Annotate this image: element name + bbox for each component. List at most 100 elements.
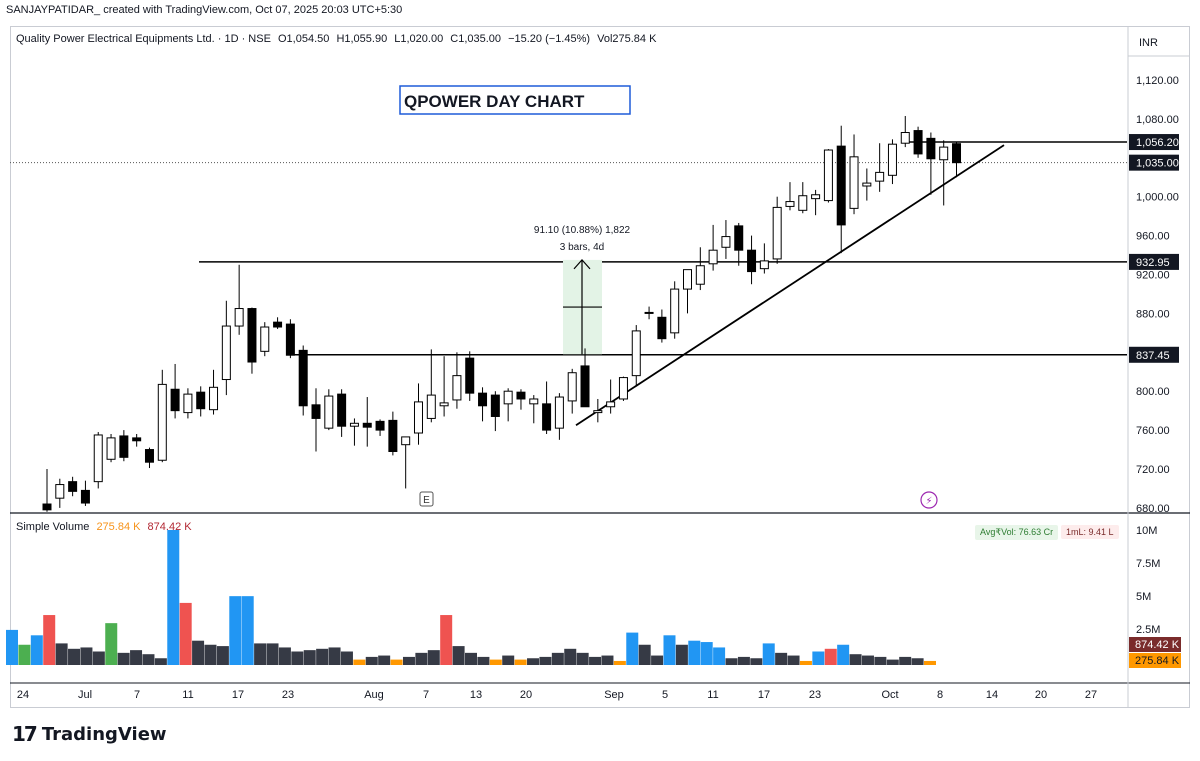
volume-bar — [874, 656, 887, 665]
candle-body — [695, 265, 705, 285]
volume-tick-label: 5M — [1136, 591, 1151, 603]
candle-body — [426, 394, 436, 419]
volume-bar — [924, 660, 936, 665]
volume-bar — [775, 652, 788, 665]
symbol-name: Quality Power Electrical Equipments Ltd.… — [16, 33, 271, 45]
measure-label-bars: 3 bars, 4d — [560, 242, 604, 253]
candle-body — [926, 137, 936, 160]
x-tick-label: 17 — [232, 689, 244, 701]
volume-bar — [713, 647, 726, 665]
x-tick-label: 20 — [520, 689, 532, 701]
candle-body — [567, 372, 577, 402]
price-label-bg — [1129, 134, 1179, 151]
candle-body — [196, 391, 206, 410]
x-tick-label: 7 — [134, 689, 140, 701]
candle-body — [273, 321, 283, 328]
x-tick-label: 20 — [1035, 689, 1047, 701]
volume-bar — [899, 656, 912, 665]
volume-bar — [886, 659, 899, 665]
x-tick-label: 11 — [707, 689, 718, 701]
candle-body — [529, 398, 539, 405]
brand-name: TradingView — [41, 723, 167, 745]
ohlc-high: H1,055.90 — [336, 33, 388, 45]
volume-bar — [440, 615, 453, 665]
volume-bar — [613, 660, 626, 665]
volume-bar — [179, 602, 192, 665]
tradingview-logo-icon: 17 — [12, 722, 38, 746]
volume-bar — [824, 648, 837, 665]
volume-bar — [303, 650, 316, 665]
candle-body — [311, 404, 321, 419]
candle-body — [747, 249, 757, 273]
price-label: 1,035.00 — [1136, 158, 1179, 170]
candle-body — [862, 182, 872, 187]
volume-bar — [402, 656, 415, 665]
volume-bar — [229, 596, 242, 665]
candle-body — [580, 365, 590, 408]
volume-legend: Simple Volume 275.84 K 874.42 K — [16, 521, 192, 533]
tradingview-brand[interactable]: 17 TradingView — [12, 722, 167, 746]
ohlc-open: O1,054.50 — [278, 33, 330, 45]
candle-body — [798, 195, 808, 211]
x-tick-label: 5 — [662, 689, 668, 701]
volume-bar — [291, 651, 304, 665]
earnings-marker: E — [423, 495, 430, 506]
volume-bar — [68, 648, 81, 665]
candle-body — [68, 481, 78, 492]
price-label: 837.45 — [1136, 350, 1170, 362]
volume-bar — [762, 643, 775, 665]
candle-body — [657, 316, 667, 340]
volume-bar — [266, 643, 279, 665]
x-tick-label: 23 — [282, 689, 294, 701]
volume-bar — [278, 647, 291, 665]
volume-bar — [787, 655, 800, 665]
candle-body — [170, 388, 180, 412]
y-tick-label: 1,000.00 — [1136, 192, 1179, 204]
candle-body — [234, 308, 244, 327]
x-tick-label: 11 — [182, 689, 193, 701]
candle-body — [465, 357, 475, 394]
volume-current-label: 275.84 K — [1135, 655, 1180, 667]
candle-body — [132, 437, 142, 442]
candle-body — [157, 383, 167, 461]
candle-body — [759, 260, 769, 270]
chart-title-box — [399, 85, 631, 115]
candle-body — [875, 171, 885, 182]
volume-ma-label: 874.42 K — [1135, 639, 1180, 651]
candle-body — [939, 146, 949, 161]
volume-tick-label: 7.5M — [1136, 558, 1160, 570]
y-tick-label: 680.00 — [1136, 503, 1170, 515]
volume-current-label-bg — [1129, 653, 1181, 668]
candle-body — [375, 420, 385, 431]
candle-body — [785, 201, 795, 207]
price-label: 1,056.20 — [1136, 137, 1179, 149]
volume-bar — [204, 644, 217, 665]
volume-bar — [328, 647, 341, 665]
volume-bar — [452, 646, 465, 665]
chart-title: QPOWER DAY CHART — [404, 92, 585, 111]
candle-body — [285, 323, 295, 356]
volume-bar — [477, 656, 490, 665]
volume-bar — [564, 648, 577, 665]
candle-body — [631, 330, 641, 377]
candle-body — [55, 484, 65, 499]
volume-bar — [154, 658, 167, 665]
volume-bar — [105, 623, 118, 665]
volume-value-ma: 874.42 K — [147, 521, 192, 533]
trend-line — [575, 144, 1005, 426]
volume-label: Simple Volume — [16, 521, 90, 533]
price-label: 932.95 — [1136, 257, 1170, 269]
candle-body — [183, 393, 193, 414]
volume-bar — [601, 655, 614, 665]
volume-bar — [638, 644, 651, 665]
volume-bar — [799, 660, 812, 665]
x-tick-label: 14 — [986, 689, 998, 701]
x-tick-label: 7 — [423, 689, 429, 701]
volume-bar — [55, 643, 68, 665]
x-tick-label: 23 — [809, 689, 821, 701]
header-credit: SANJAYPATIDAR_ created with TradingView.… — [6, 4, 403, 16]
candle-body — [772, 206, 782, 260]
candle-body — [554, 396, 564, 429]
volume-bar — [6, 629, 18, 665]
